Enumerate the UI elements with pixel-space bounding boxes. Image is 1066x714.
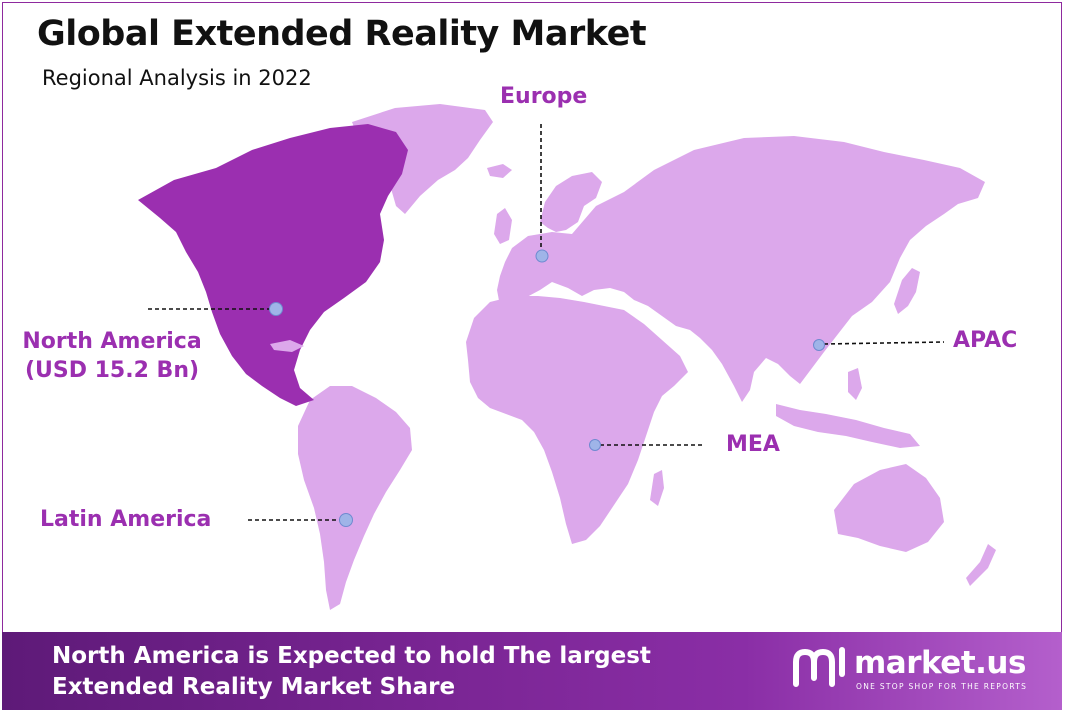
page-subtitle: Regional Analysis in 2022 xyxy=(42,66,312,90)
footer-message: North America is Expected to hold The la… xyxy=(52,641,651,703)
footer-line-1: North America is Expected to hold The la… xyxy=(52,643,651,669)
brand-block[interactable]: market.us ONE STOP SHOP FOR THE REPORTS xyxy=(790,644,1040,694)
footer-line-2: Extended Reality Market Share xyxy=(52,674,456,700)
world-map xyxy=(138,104,996,610)
north-america-marker xyxy=(269,302,283,316)
philippines-landmass xyxy=(848,368,862,400)
mea-marker xyxy=(589,439,601,451)
japan-landmass xyxy=(894,268,920,314)
iceland-landmass xyxy=(487,164,512,178)
new-zealand-landmass xyxy=(966,544,996,586)
north-america-label-name: North America xyxy=(22,329,202,354)
market-us-logo-icon xyxy=(793,647,845,687)
north-america-label: North America (USD 15.2 Bn) xyxy=(14,327,210,385)
africa-landmass xyxy=(466,296,688,544)
europe-marker xyxy=(535,249,549,263)
british-isles-landmass xyxy=(494,208,512,244)
brand-name: market.us xyxy=(854,645,1026,681)
madagascar-landmass xyxy=(650,470,664,506)
apac-label: APAC xyxy=(953,328,1018,353)
page-title: Global Extended Reality Market xyxy=(37,14,647,54)
apac-leader-line xyxy=(823,341,945,345)
north-america-label-value: (USD 15.2 Bn) xyxy=(24,358,200,383)
mea-label: MEA xyxy=(726,432,780,457)
footer-banner: North America is Expected to hold The la… xyxy=(2,632,1062,710)
latin-america-marker xyxy=(339,513,353,527)
australia-landmass xyxy=(834,464,944,552)
scandinavia-landmass xyxy=(540,172,602,232)
callout-layer xyxy=(148,124,945,527)
caribbean-islands xyxy=(270,340,304,352)
apac-marker xyxy=(813,339,825,351)
eurasia-landmass xyxy=(497,136,985,402)
south-america-landmass xyxy=(298,386,412,610)
europe-label: Europe xyxy=(500,84,588,109)
brand-tagline: ONE STOP SHOP FOR THE REPORTS xyxy=(856,682,1028,691)
north-america-landmass xyxy=(138,124,408,406)
latin-america-label: Latin America xyxy=(40,507,212,532)
southeast-asia-islands xyxy=(776,404,920,448)
